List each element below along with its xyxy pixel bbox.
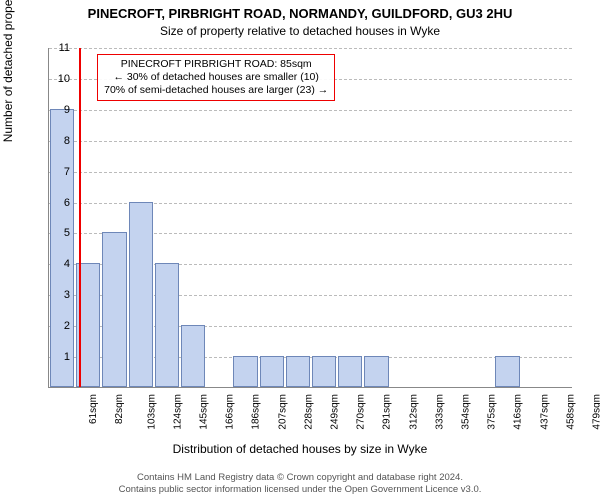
gridline <box>49 326 572 327</box>
bar <box>260 356 284 387</box>
bar <box>312 356 336 387</box>
x-tick-label: 249sqm <box>329 394 340 430</box>
gridline <box>49 295 572 296</box>
y-tick-label: 4 <box>52 258 70 270</box>
chart-title: PINECROFT, PIRBRIGHT ROAD, NORMANDY, GUI… <box>0 0 600 22</box>
bar <box>233 356 257 387</box>
bar <box>129 202 153 387</box>
footer-text: Contains HM Land Registry data © Crown c… <box>0 472 600 496</box>
annotation-line-2: ← 30% of detached houses are smaller (10… <box>113 71 318 83</box>
x-tick-label: 207sqm <box>277 394 288 430</box>
bar <box>155 263 179 387</box>
x-tick-label: 312sqm <box>408 394 419 430</box>
bar <box>495 356 519 387</box>
reference-line <box>79 48 81 387</box>
y-tick-label: 8 <box>52 135 70 147</box>
y-tick-label: 2 <box>52 320 70 332</box>
y-tick-label: 9 <box>52 104 70 116</box>
x-tick-label: 228sqm <box>303 394 314 430</box>
x-tick-label: 166sqm <box>225 394 236 430</box>
annotation-line-3: 70% of semi-detached houses are larger (… <box>104 84 328 96</box>
y-axis-label: Number of detached properties <box>1 0 15 142</box>
gridline <box>49 172 572 173</box>
x-tick-label: 458sqm <box>565 394 576 430</box>
y-tick-label: 6 <box>52 197 70 209</box>
x-tick-label: 437sqm <box>539 394 550 430</box>
y-tick-label: 5 <box>52 227 70 239</box>
annotation-line-1: PINECROFT PIRBRIGHT ROAD: 85sqm <box>121 58 312 70</box>
x-tick-label: 103sqm <box>146 394 157 430</box>
gridline <box>49 141 572 142</box>
y-tick-label: 11 <box>52 42 70 54</box>
gridline <box>49 233 572 234</box>
x-tick-label: 291sqm <box>382 394 393 430</box>
annotation-box: PINECROFT PIRBRIGHT ROAD: 85sqm← 30% of … <box>97 54 335 101</box>
gridline <box>49 357 572 358</box>
x-tick-label: 375sqm <box>487 394 498 430</box>
y-tick-label: 10 <box>52 73 70 85</box>
x-tick-label: 186sqm <box>251 394 262 430</box>
y-tick-label: 3 <box>52 289 70 301</box>
x-tick-label: 61sqm <box>88 394 99 424</box>
bar <box>50 109 74 387</box>
x-tick-label: 145sqm <box>198 394 209 430</box>
gridline <box>49 48 572 49</box>
x-tick-label: 416sqm <box>513 394 524 430</box>
x-tick-label: 270sqm <box>356 394 367 430</box>
bar <box>286 356 310 387</box>
x-tick-label: 479sqm <box>591 394 600 430</box>
bar <box>364 356 388 387</box>
gridline <box>49 203 572 204</box>
chart-subtitle: Size of property relative to detached ho… <box>0 22 600 38</box>
footer-line-1: Contains HM Land Registry data © Crown c… <box>137 472 463 483</box>
x-tick-label: 354sqm <box>460 394 471 430</box>
x-tick-label: 333sqm <box>434 394 445 430</box>
footer-line-2: Contains public sector information licen… <box>119 484 482 495</box>
bar <box>338 356 362 387</box>
plot-area: PINECROFT PIRBRIGHT ROAD: 85sqm← 30% of … <box>48 48 572 388</box>
gridline <box>49 264 572 265</box>
chart-container: PINECROFT, PIRBRIGHT ROAD, NORMANDY, GUI… <box>0 0 600 500</box>
y-tick-label: 1 <box>52 351 70 363</box>
bar <box>181 325 205 387</box>
bar <box>102 232 126 387</box>
gridline <box>49 110 572 111</box>
x-tick-label: 82sqm <box>114 394 125 424</box>
x-axis-label: Distribution of detached houses by size … <box>0 442 600 456</box>
y-tick-label: 7 <box>52 166 70 178</box>
x-tick-label: 124sqm <box>172 394 183 430</box>
